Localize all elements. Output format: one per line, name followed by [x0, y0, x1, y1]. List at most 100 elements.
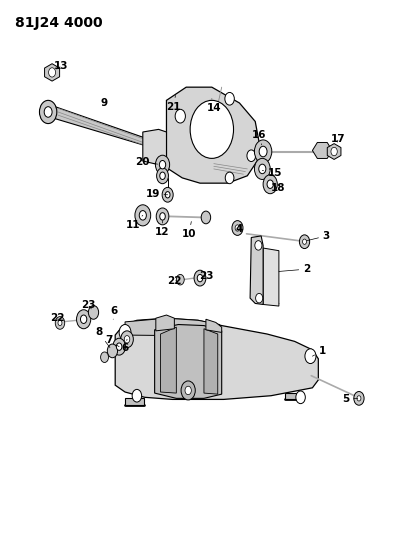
Text: 9: 9 [101, 98, 108, 108]
Circle shape [254, 158, 270, 180]
Text: 5: 5 [342, 394, 358, 405]
Circle shape [357, 395, 361, 401]
Circle shape [259, 146, 267, 157]
Polygon shape [204, 329, 218, 394]
Circle shape [165, 191, 170, 198]
Text: 23: 23 [200, 271, 214, 281]
Circle shape [139, 211, 146, 220]
Polygon shape [155, 325, 222, 398]
Circle shape [225, 92, 234, 105]
Circle shape [299, 235, 310, 248]
Text: 12: 12 [155, 221, 170, 237]
Text: 8: 8 [95, 327, 110, 348]
Circle shape [259, 164, 266, 174]
Circle shape [256, 293, 263, 303]
Text: 22: 22 [50, 313, 64, 322]
Text: 10: 10 [182, 222, 196, 239]
Circle shape [331, 147, 337, 156]
Circle shape [40, 100, 57, 124]
Circle shape [113, 338, 126, 355]
Circle shape [267, 180, 273, 189]
Text: 6: 6 [122, 340, 129, 353]
Text: 18: 18 [271, 183, 285, 193]
Polygon shape [285, 393, 302, 399]
Circle shape [156, 155, 170, 174]
Polygon shape [160, 327, 176, 393]
Text: 1: 1 [312, 346, 326, 356]
Text: 11: 11 [126, 215, 143, 230]
Text: 16: 16 [252, 130, 266, 145]
Circle shape [296, 391, 305, 403]
Circle shape [197, 274, 203, 282]
Polygon shape [250, 236, 263, 304]
Circle shape [124, 336, 130, 343]
Circle shape [305, 349, 316, 364]
Circle shape [232, 221, 243, 236]
Circle shape [55, 317, 65, 329]
Circle shape [121, 331, 133, 348]
Polygon shape [206, 319, 222, 333]
Polygon shape [166, 87, 259, 183]
Polygon shape [125, 318, 220, 336]
Polygon shape [263, 248, 279, 306]
Text: 14: 14 [206, 99, 221, 114]
Polygon shape [115, 318, 318, 399]
Circle shape [194, 270, 206, 286]
Polygon shape [125, 398, 144, 405]
Circle shape [156, 208, 169, 225]
Text: 81J24 4000: 81J24 4000 [15, 16, 102, 30]
Circle shape [160, 213, 165, 220]
Polygon shape [143, 130, 166, 165]
Text: 15: 15 [262, 167, 282, 177]
Circle shape [201, 211, 211, 224]
Circle shape [190, 100, 234, 158]
Circle shape [80, 315, 87, 324]
Circle shape [302, 239, 306, 244]
Text: 13: 13 [54, 61, 68, 71]
Circle shape [159, 160, 166, 169]
Text: 17: 17 [331, 134, 345, 144]
Text: 20: 20 [136, 157, 158, 167]
Circle shape [263, 175, 277, 193]
Circle shape [247, 150, 256, 161]
Circle shape [354, 392, 364, 405]
Text: 2: 2 [279, 264, 310, 274]
Text: 23: 23 [82, 300, 96, 310]
Circle shape [254, 140, 272, 163]
Text: 7: 7 [105, 335, 119, 346]
Circle shape [132, 390, 142, 402]
Circle shape [175, 109, 186, 123]
Circle shape [49, 68, 56, 77]
Circle shape [135, 205, 151, 226]
Circle shape [176, 274, 184, 285]
Polygon shape [327, 143, 341, 159]
Circle shape [160, 172, 165, 180]
Circle shape [162, 188, 173, 202]
Circle shape [255, 241, 262, 250]
Circle shape [185, 386, 191, 394]
Circle shape [225, 172, 234, 184]
Circle shape [116, 343, 122, 350]
Circle shape [58, 320, 62, 326]
Text: 19: 19 [146, 189, 168, 199]
Circle shape [147, 143, 155, 154]
Polygon shape [46, 106, 158, 148]
Text: 21: 21 [166, 95, 180, 112]
Circle shape [107, 344, 118, 358]
Circle shape [44, 107, 52, 117]
Polygon shape [44, 64, 60, 81]
Circle shape [157, 168, 168, 184]
Circle shape [181, 381, 195, 400]
Circle shape [119, 325, 131, 341]
Polygon shape [312, 142, 332, 158]
Polygon shape [156, 315, 174, 331]
Text: 3: 3 [306, 231, 330, 241]
Circle shape [235, 225, 240, 231]
Circle shape [76, 310, 91, 329]
Circle shape [88, 305, 99, 319]
Text: 22: 22 [167, 276, 182, 286]
Text: 4: 4 [236, 223, 243, 233]
Text: 6: 6 [110, 306, 118, 319]
Circle shape [146, 135, 156, 148]
Circle shape [101, 352, 108, 362]
